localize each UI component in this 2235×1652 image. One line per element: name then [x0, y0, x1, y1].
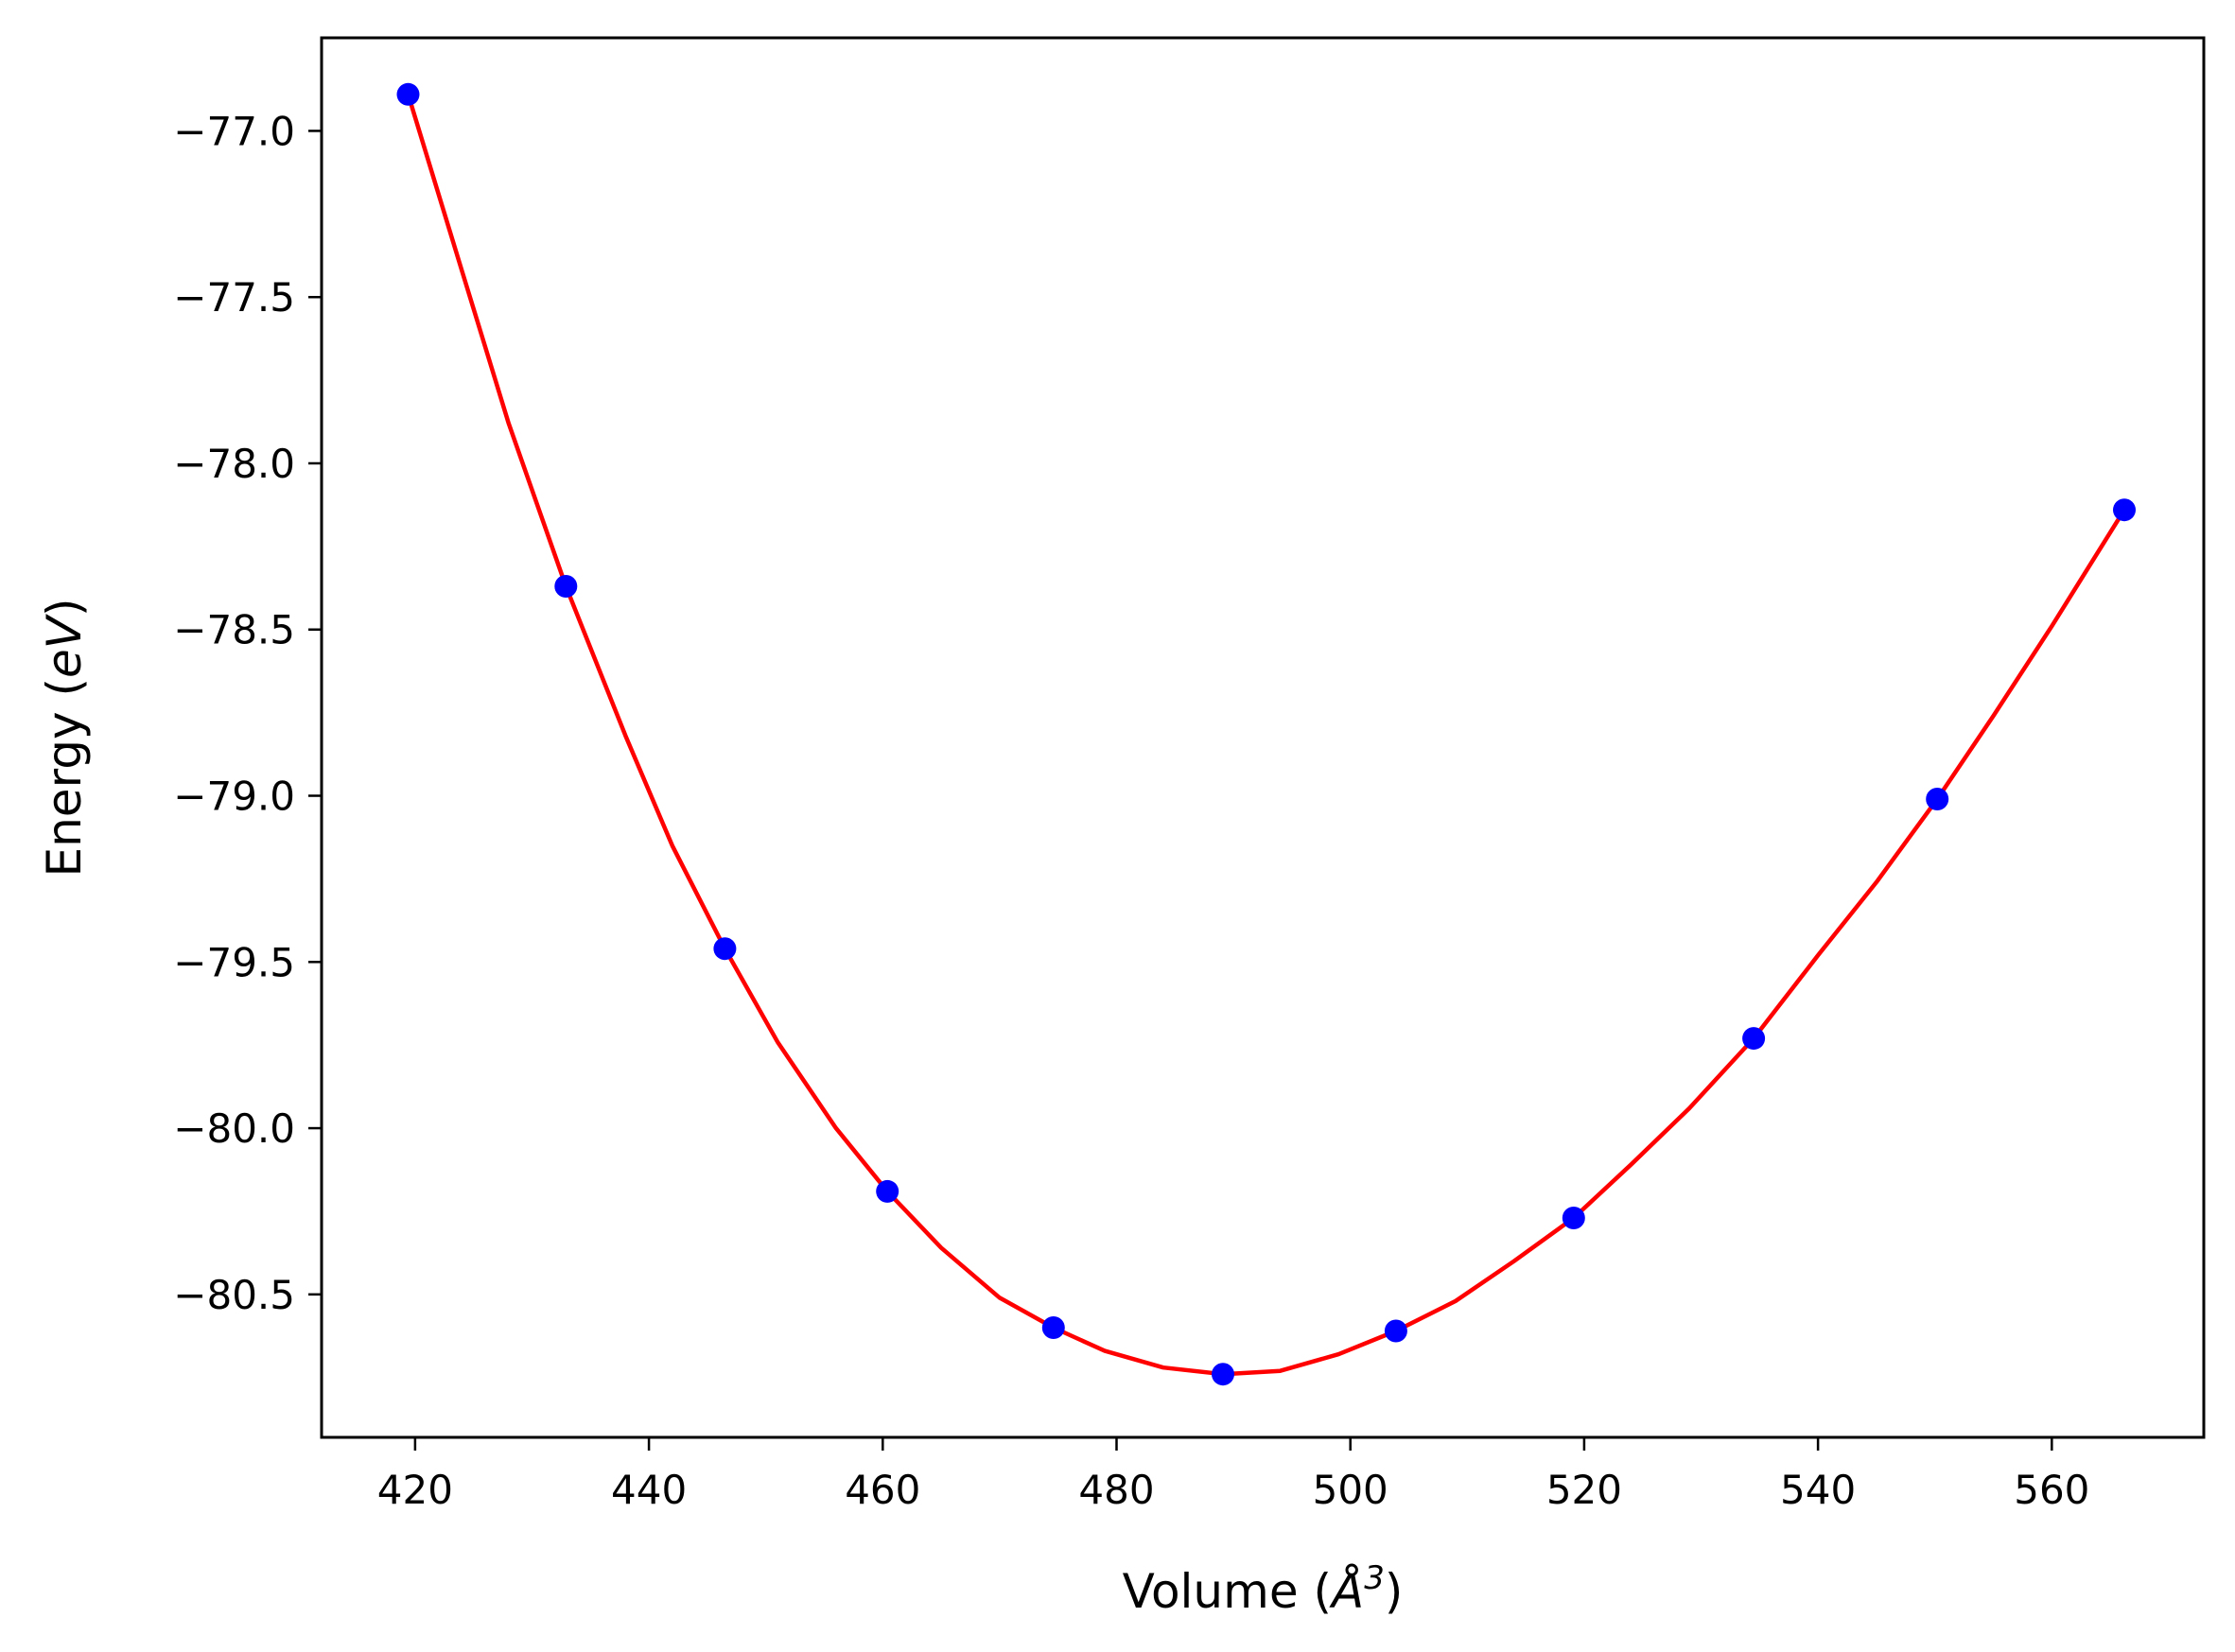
y-tick-label: −79.0 [173, 774, 295, 820]
y-axis-label-prefix: Energy ( [37, 678, 92, 877]
y-axis-label-suffix: ) [37, 599, 92, 617]
x-tick-label: 500 [1313, 1467, 1388, 1513]
x-tick-label: 520 [1546, 1467, 1622, 1513]
y-axis-label-symbol: eV [37, 613, 92, 678]
y-tick-label: −78.5 [173, 607, 295, 653]
data-point [396, 82, 420, 106]
plot-frame [320, 36, 2206, 1439]
x-axis-label-suffix: ) [1385, 1564, 1404, 1619]
y-tick-label: −79.5 [173, 939, 295, 985]
data-point [1926, 788, 1949, 810]
plot-content [396, 82, 2136, 1386]
data-point [1384, 1319, 1407, 1343]
x-axis-label: Volume (Å3) [1123, 1559, 1404, 1619]
x-tick-label: 420 [377, 1467, 453, 1513]
x-tick-label: 440 [611, 1467, 687, 1513]
x-axis-ticks: 420 440 460 480 500 520 540 560 [377, 1437, 2089, 1513]
data-point [713, 937, 737, 961]
y-tick-label: −77.5 [173, 274, 295, 321]
y-tick-label: −77.0 [173, 108, 295, 154]
data-point [1041, 1316, 1065, 1339]
y-tick-label: −80.0 [173, 1105, 295, 1152]
y-tick-label: −78.0 [173, 441, 295, 487]
x-tick-label: 460 [845, 1467, 920, 1513]
data-point [876, 1179, 899, 1203]
x-tick-label: 540 [1780, 1467, 1856, 1513]
data-point [1212, 1363, 1234, 1386]
x-axis-label-superscript: 3 [1364, 1559, 1385, 1597]
y-axis-ticks: −77.0 −77.5 −78.0 −78.5 −79.0 −79.5 −80.0 −80.5 [173, 108, 322, 1318]
x-tick-label: 480 [1078, 1467, 1154, 1513]
x-axis-label-symbol: Å [1329, 1564, 1364, 1619]
x-tick-label: 560 [2014, 1467, 2089, 1513]
data-point [1562, 1207, 1585, 1229]
x-axis-label-prefix: Volume ( [1123, 1564, 1332, 1619]
data-point [1742, 1027, 1766, 1051]
y-tick-label: −80.5 [173, 1272, 295, 1318]
y-axis-label: Energy (eV) [37, 599, 92, 878]
data-point [554, 575, 578, 598]
data-point [2113, 498, 2136, 522]
